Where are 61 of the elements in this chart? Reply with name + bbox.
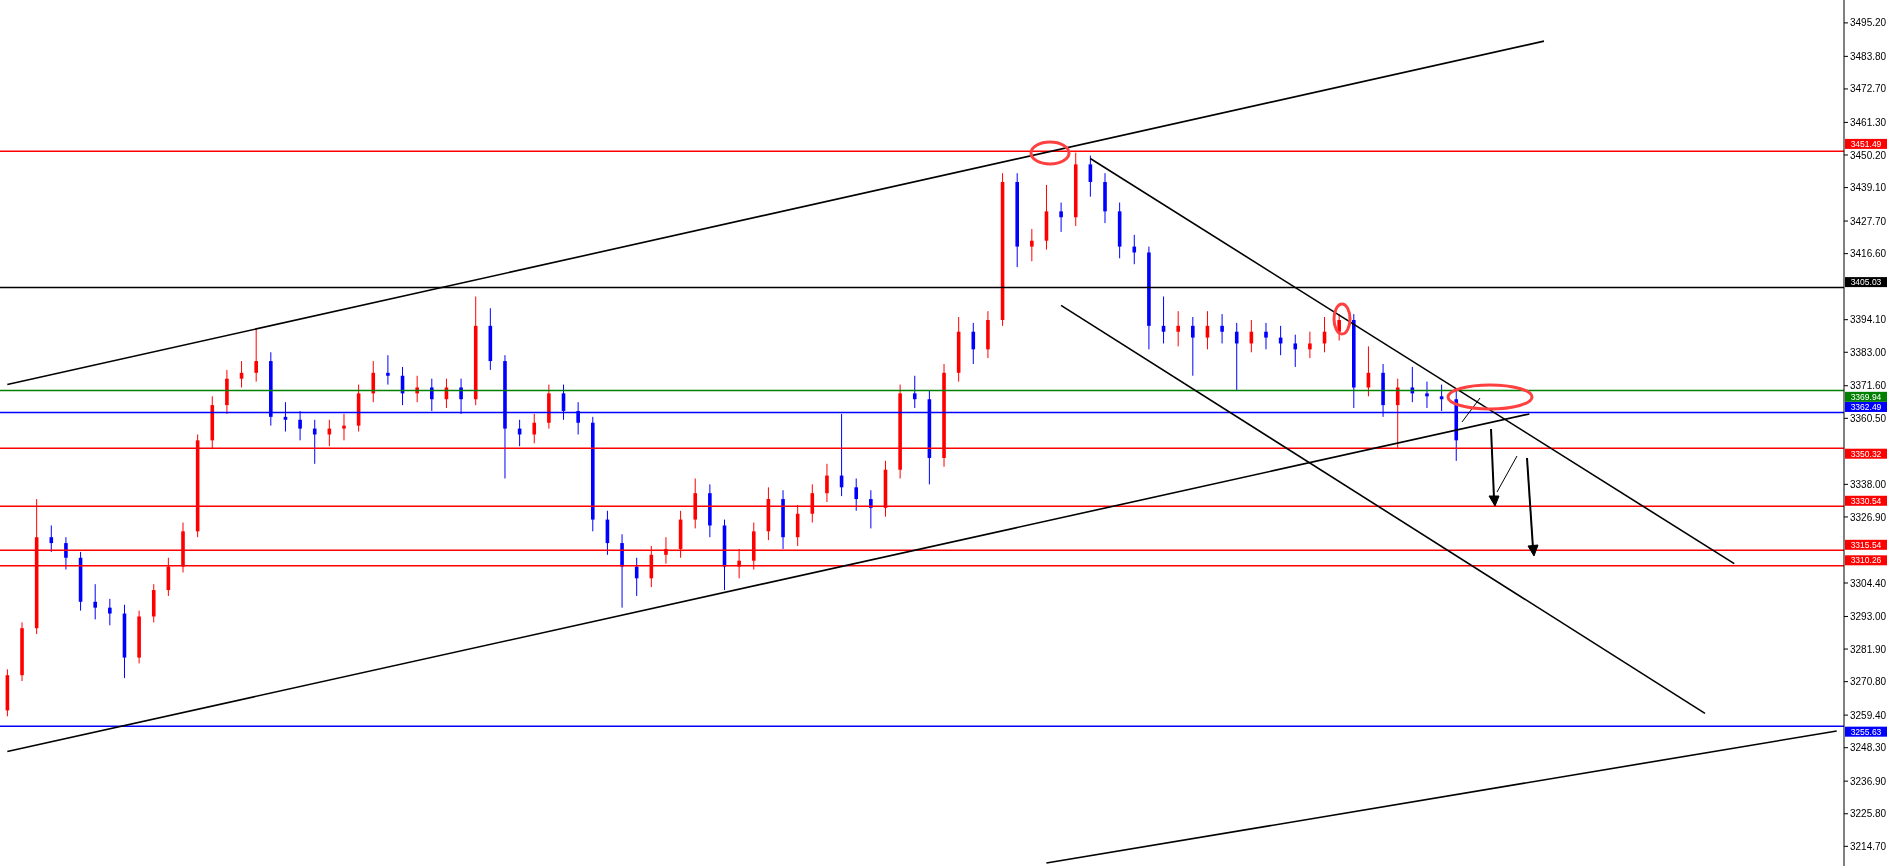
candlestick bbox=[49, 524, 54, 553]
candlestick bbox=[1220, 313, 1224, 344]
ref-line-label: 3310.26 bbox=[1850, 555, 1882, 566]
ref-line-label: 3330.54 bbox=[1850, 495, 1882, 506]
candlestick bbox=[1425, 381, 1429, 409]
candlestick bbox=[1337, 313, 1341, 342]
y-tick-label: 3236.90 bbox=[1850, 775, 1887, 787]
y-tick-label: 3472.70 bbox=[1850, 83, 1887, 95]
candlestick bbox=[1234, 322, 1239, 391]
candlestick bbox=[342, 413, 346, 441]
ref-line-label: 3451.49 bbox=[1850, 138, 1882, 149]
candlestick bbox=[254, 328, 258, 383]
y-tick-label: 3326.90 bbox=[1850, 511, 1887, 523]
ref-line-label: 3315.54 bbox=[1850, 539, 1882, 550]
candlestick bbox=[532, 413, 537, 444]
candlestick bbox=[620, 533, 624, 609]
candlestick bbox=[854, 478, 859, 512]
candlestick bbox=[64, 536, 68, 571]
y-tick-label: 3225.80 bbox=[1850, 808, 1887, 820]
candlestick bbox=[312, 419, 317, 465]
candlestick bbox=[825, 463, 829, 503]
y-tick-label: 3427.70 bbox=[1850, 215, 1887, 227]
candlestick bbox=[1264, 322, 1268, 350]
ref-line-label: 3350.32 bbox=[1850, 448, 1882, 459]
y-tick-label: 3338.00 bbox=[1850, 478, 1887, 490]
y-tick-label: 3383.00 bbox=[1850, 346, 1887, 358]
y-tick-label: 3483.80 bbox=[1850, 50, 1887, 62]
y-tick-label: 3495.20 bbox=[1850, 17, 1887, 29]
candlestick bbox=[108, 598, 112, 626]
candlestick bbox=[1030, 228, 1034, 262]
y-tick-label: 3394.10 bbox=[1850, 314, 1887, 326]
candlestick bbox=[1308, 331, 1312, 359]
candlestick bbox=[971, 322, 976, 365]
y-tick-label: 3371.60 bbox=[1850, 380, 1887, 392]
candlestick bbox=[415, 375, 419, 403]
candlestick bbox=[93, 583, 97, 620]
candlestick bbox=[371, 360, 376, 403]
candlestick bbox=[1132, 234, 1137, 265]
y-tick-label: 3450.20 bbox=[1850, 149, 1887, 161]
candlestick bbox=[1059, 202, 1063, 233]
ref-line-label: 3362.49 bbox=[1850, 401, 1882, 412]
y-tick-label: 3416.60 bbox=[1850, 248, 1887, 260]
y-tick-label: 3439.10 bbox=[1850, 182, 1887, 194]
candlestick bbox=[1191, 316, 1195, 377]
candlestick bbox=[1176, 310, 1180, 347]
ref-line-label: 3405.03 bbox=[1850, 277, 1882, 288]
ref-line-label: 3255.63 bbox=[1850, 726, 1882, 737]
y-tick-label: 3248.30 bbox=[1850, 742, 1887, 754]
y-tick-label: 3461.30 bbox=[1850, 116, 1887, 128]
y-tick-label: 3304.40 bbox=[1850, 577, 1887, 589]
candlestick bbox=[1293, 334, 1298, 368]
y-tick-label: 3270.80 bbox=[1850, 676, 1887, 688]
candlestick bbox=[869, 489, 873, 529]
y-tick-label: 3259.40 bbox=[1850, 709, 1887, 721]
y-tick-label: 3293.00 bbox=[1850, 611, 1887, 623]
candlestick bbox=[386, 354, 390, 386]
y-tick-label: 3360.50 bbox=[1850, 412, 1887, 424]
y-tick-label: 3281.90 bbox=[1850, 643, 1887, 655]
candlestick bbox=[912, 375, 917, 409]
y-tick-label: 3214.70 bbox=[1850, 840, 1887, 852]
ref-line-label: 3369.94 bbox=[1850, 391, 1882, 402]
